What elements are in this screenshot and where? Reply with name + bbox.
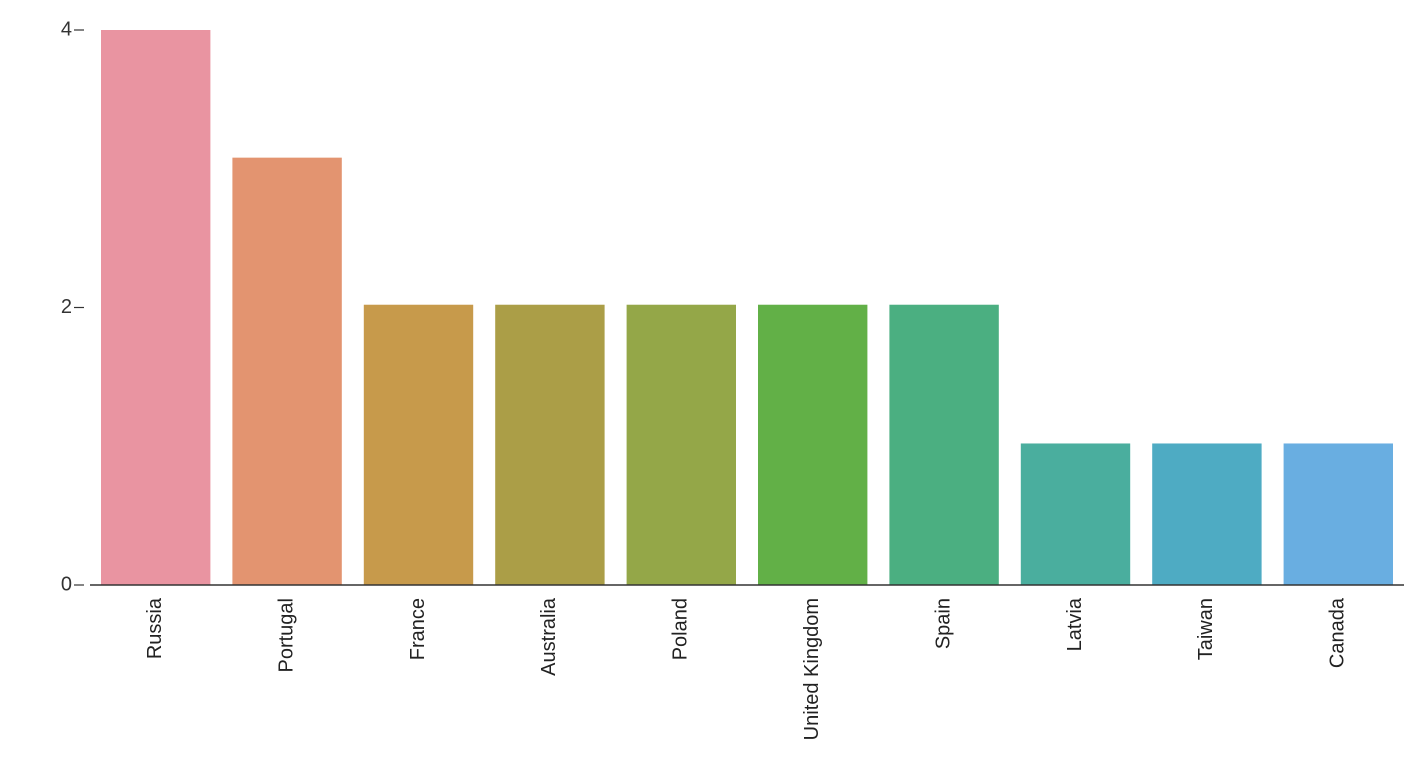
x-tick-label: France — [407, 598, 429, 660]
bar-spain — [889, 304, 999, 585]
bars-layer — [101, 30, 1393, 585]
y-axis: 0 2 4 — [61, 18, 84, 595]
bar-taiwan — [1152, 443, 1262, 585]
bar-poland — [626, 304, 736, 585]
x-tick-label: Australia — [538, 597, 560, 676]
x-tick-label: Taiwan — [1195, 598, 1217, 660]
x-tick-label: Portugal — [275, 598, 297, 673]
bar-portugal — [232, 157, 342, 585]
x-tick-label: United Kingdom — [801, 598, 823, 740]
y-tick-label: 4 — [61, 18, 72, 40]
x-axis-labels: Russia Portugal France Australia Poland Unite… — [144, 597, 1349, 740]
x-tick-label: Russia — [144, 597, 166, 659]
bar-france — [363, 304, 474, 585]
x-tick-label: Spain — [932, 598, 954, 649]
bar-australia — [495, 304, 605, 585]
x-tick-label: Canada — [1327, 597, 1349, 668]
bar-russia — [101, 30, 211, 585]
bar-latvia — [1020, 443, 1131, 585]
y-tick-label: 0 — [61, 573, 72, 595]
x-tick-label: Latvia — [1064, 597, 1086, 651]
bar-united-kingdom — [758, 304, 868, 585]
x-tick-label: Poland — [670, 598, 692, 660]
y-tick-label: 2 — [61, 296, 72, 318]
bar-canada — [1283, 443, 1393, 585]
